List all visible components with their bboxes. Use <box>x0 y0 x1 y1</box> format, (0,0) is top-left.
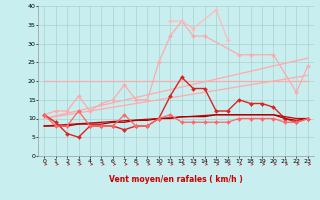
X-axis label: Vent moyen/en rafales ( km/h ): Vent moyen/en rafales ( km/h ) <box>109 175 243 184</box>
